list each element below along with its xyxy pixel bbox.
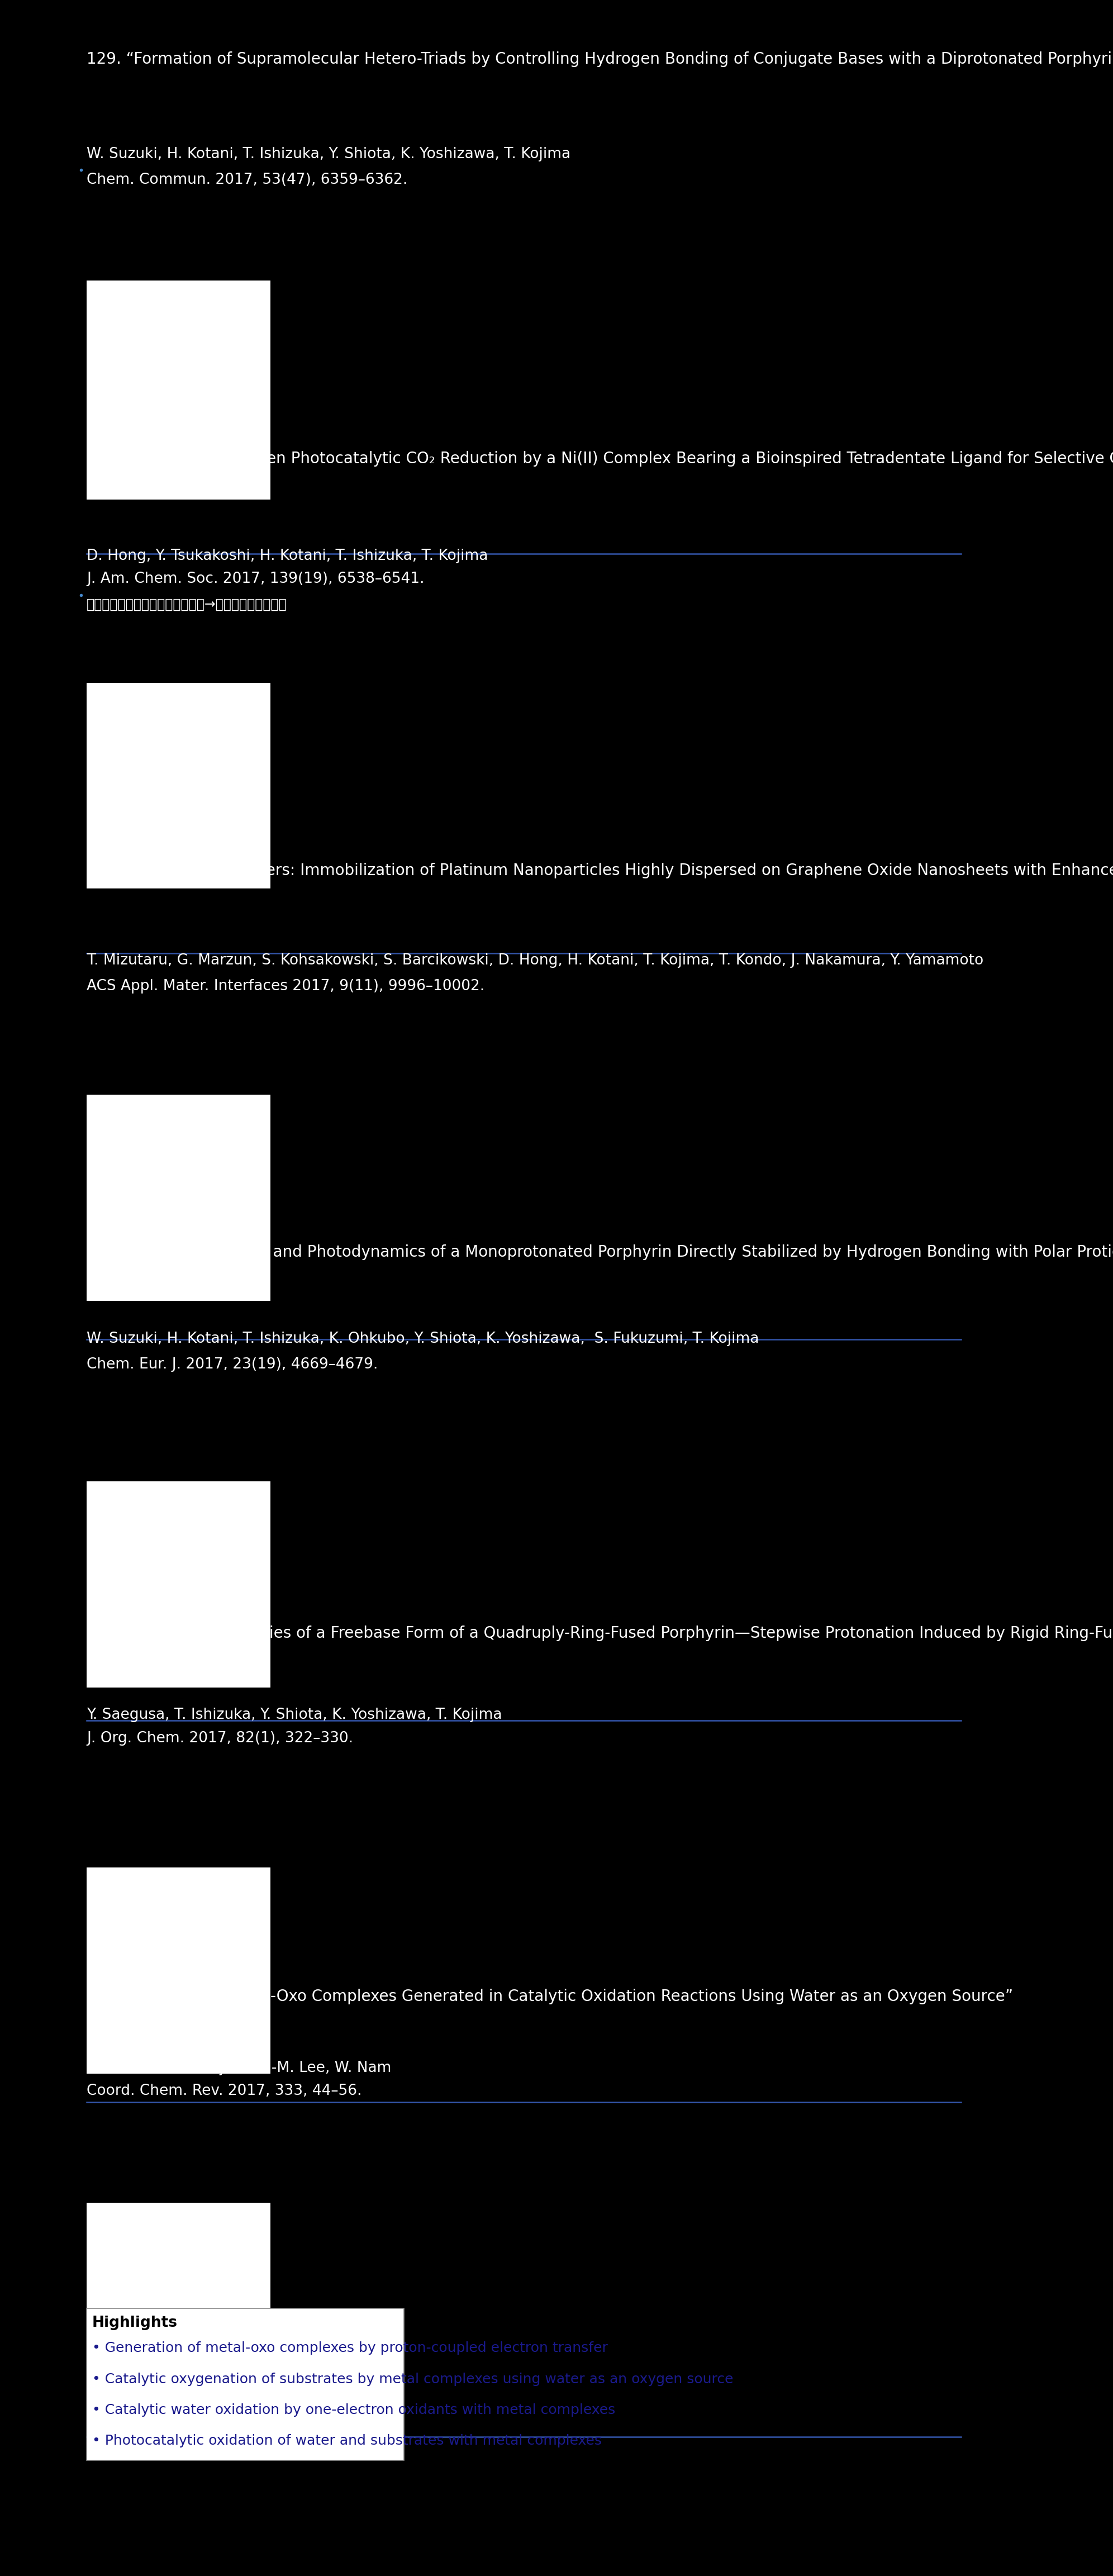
Text: • Photocatalytic oxidation of water and substrates with metal complexes: • Photocatalytic oxidation of water and … (92, 2434, 602, 2447)
Text: Highlights: Highlights (92, 2316, 178, 2331)
Text: Coord. Chem. Rev. 2017, 333, 44–56.: Coord. Chem. Rev. 2017, 333, 44–56. (87, 2084, 362, 2099)
Text: 125. “Acid-Base Properties of a Freebase Form of a Quadruply-Ring-Fused Porphyri: 125. “Acid-Base Properties of a Freebase… (87, 1625, 1113, 1641)
Text: Chem. Eur. J. 2017, 23(19), 4669–4679.: Chem. Eur. J. 2017, 23(19), 4669–4679. (87, 1358, 378, 1373)
Bar (87, 1481, 270, 1687)
Text: J. Am. Chem. Soc. 2017, 139(19), 6538–6541.: J. Am. Chem. Soc. 2017, 139(19), 6538–65… (87, 572, 424, 587)
Text: Y. Saegusa, T. Ishizuka, Y. Shiota, K. Yoshizawa, T. Kojima: Y. Saegusa, T. Ishizuka, Y. Shiota, K. Y… (87, 1708, 502, 1723)
Text: Chem. Commun. 2017, 53(47), 6359–6362.: Chem. Commun. 2017, 53(47), 6359–6362. (87, 173, 407, 188)
Bar (87, 2308, 404, 2460)
Text: S. Fukuzumi, T. Kojima, Y.-M. Lee, W. Nam: S. Fukuzumi, T. Kojima, Y.-M. Lee, W. Na… (87, 2061, 392, 2076)
Text: J. Org. Chem. 2017, 82(1), 322–330.: J. Org. Chem. 2017, 82(1), 322–330. (87, 1731, 353, 1747)
Text: ACS Appl. Mater. Interfaces 2017, 9(11), 9996–10002.: ACS Appl. Mater. Interfaces 2017, 9(11),… (87, 979, 484, 994)
Text: 124. “High-Valent Metal-Oxo Complexes Generated in Catalytic Oxidation Reactions: 124. “High-Valent Metal-Oxo Complexes Ge… (87, 1989, 1013, 2004)
Bar (87, 281, 270, 500)
Text: • Catalytic oxygenation of substrates by metal complexes using water as an oxyge: • Catalytic oxygenation of substrates by… (92, 2372, 733, 2385)
Bar (87, 2202, 270, 2409)
Bar (87, 683, 270, 889)
Text: W. Suzuki, H. Kotani, T. Ishizuka, K. Ohkubo, Y. Shiota, K. Yoshizawa,  S. Fukuz: W. Suzuki, H. Kotani, T. Ishizuka, K. Oh… (87, 1332, 759, 1347)
Text: 126. “Thermodynamics and Photodynamics of a Monoprotonated Porphyrin Directly St: 126. “Thermodynamics and Photodynamics o… (87, 1244, 1113, 1260)
Text: T. Mizutaru, G. Marzun, S. Kohsakowski, S. Barcikowski, D. Hong, H. Kotani, T. K: T. Mizutaru, G. Marzun, S. Kohsakowski, … (87, 953, 984, 969)
Bar (87, 1868, 270, 2074)
Text: W. Suzuki, H. Kotani, T. Ishizuka, Y. Shiota, K. Yoshizawa, T. Kojima: W. Suzuki, H. Kotani, T. Ishizuka, Y. Sh… (87, 147, 571, 162)
Bar (87, 1095, 270, 1301)
Text: 128. “Visible-Light-Driven Photocatalytic CO₂ Reduction by a Ni(II) Complex Bear: 128. “Visible-Light-Driven Photocatalyti… (87, 451, 1113, 466)
Text: 129. “Formation of Supramolecular Hetero-Triads by Controlling Hydrogen Bonding : 129. “Formation of Supramolecular Hetero… (87, 52, 1113, 67)
Text: • Generation of metal-oxo complexes by proton-coupled electron transfer: • Generation of metal-oxo complexes by p… (92, 2342, 608, 2354)
Text: D. Hong, Y. Tsukakoshi, H. Kotani, T. Ishizuka, T. Kojima: D. Hong, Y. Tsukakoshi, H. Kotani, T. Is… (87, 549, 487, 564)
Text: 127. “Peptide Crosslinkers: Immobilization of Platinum Nanoparticles Highly Disp: 127. “Peptide Crosslinkers: Immobilizati… (87, 863, 1113, 878)
Text: 筑波大学広報室プレスリリース　→リンクはこちらから: 筑波大学広報室プレスリリース →リンクはこちらから (87, 598, 287, 611)
Text: • Catalytic water oxidation by one-electron oxidants with metal complexes: • Catalytic water oxidation by one-elect… (92, 2403, 615, 2416)
